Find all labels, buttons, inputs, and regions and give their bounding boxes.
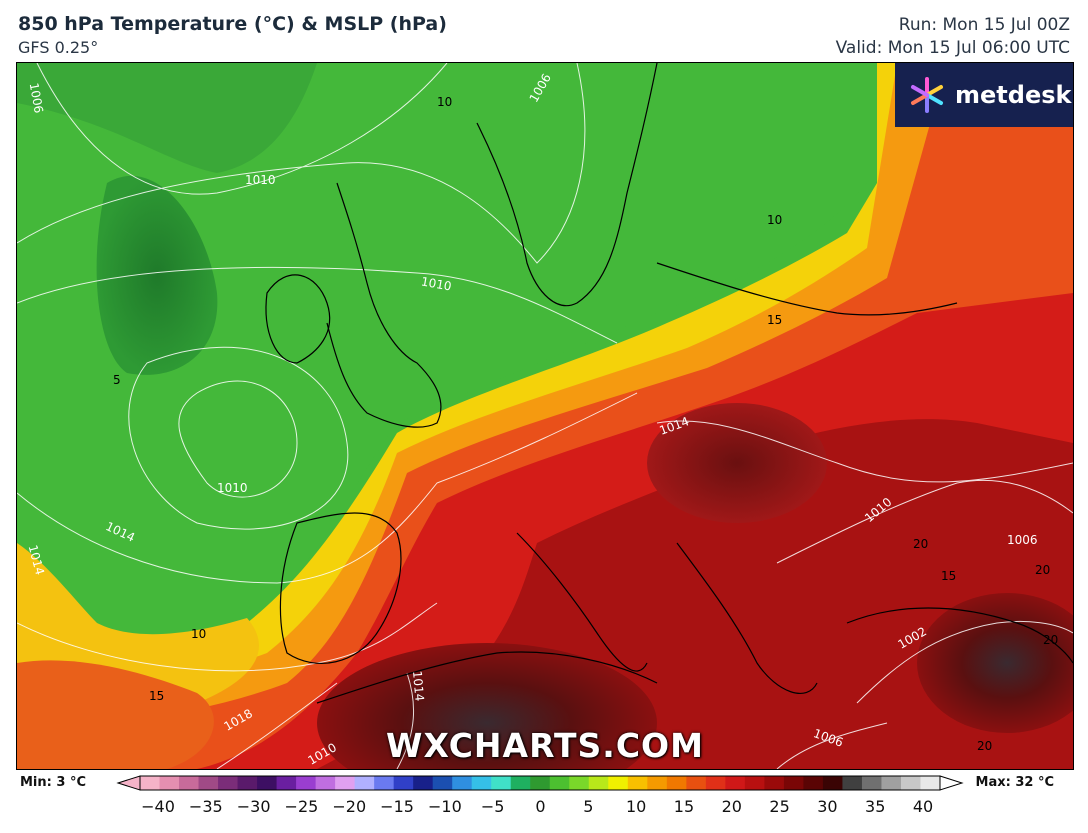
colorbar-tick-label: 25 xyxy=(769,797,790,816)
colorbar-swatch xyxy=(900,776,921,790)
valid-time: Valid: Mon 15 Jul 06:00 UTC xyxy=(835,38,1070,58)
colorbar-swatch xyxy=(842,776,863,790)
temperature-label: 15 xyxy=(941,569,957,583)
colorbar-swatch xyxy=(666,776,687,790)
weather-map: metdesk 1006 1010 1010 1006 1014 1014 10… xyxy=(16,62,1074,770)
colorbar-swatch xyxy=(159,776,180,790)
colorbar-tick-label: −40 xyxy=(141,797,175,816)
colorbar-swatch xyxy=(861,776,882,790)
colorbar-swatch xyxy=(413,776,434,790)
metdesk-logo: metdesk xyxy=(895,63,1073,127)
colorbar-swatch xyxy=(569,776,590,790)
colorbar-frame xyxy=(139,775,941,791)
colorbar-tick-label: 0 xyxy=(535,797,546,816)
metdesk-logo-icon xyxy=(911,77,943,113)
colorbar-swatch xyxy=(276,776,297,790)
colorbar-tick-label: −35 xyxy=(188,797,223,816)
colorbar-swatch xyxy=(491,776,512,790)
colorbar-swatch xyxy=(198,776,219,790)
colorbar-swatch xyxy=(179,776,200,790)
colorbar-tick-label: −30 xyxy=(236,797,271,816)
colorbar-swatch xyxy=(530,776,551,790)
temperature-label: 20 xyxy=(977,739,993,753)
colorbar-swatch xyxy=(783,776,804,790)
colorbar-swatch xyxy=(237,776,258,790)
colorbar-swatch xyxy=(647,776,668,790)
colorbar-swatch xyxy=(822,776,843,790)
colorbar-swatch xyxy=(218,776,239,790)
model-label: GFS 0.25° xyxy=(18,38,99,57)
colorbar-swatch xyxy=(608,776,629,790)
colorbar-min-arrow xyxy=(116,775,141,791)
colorbar-tick-label: 20 xyxy=(721,797,742,816)
colorbar-tick-label: 15 xyxy=(673,797,695,816)
colorbar-swatch xyxy=(920,776,941,790)
colorbar-swatch xyxy=(549,776,570,790)
run-time: Run: Mon 15 Jul 00Z xyxy=(898,15,1070,35)
colorbar-tick-label: −5 xyxy=(480,797,505,816)
temperature-label: 5 xyxy=(113,373,121,387)
colorbar-swatch xyxy=(393,776,414,790)
temperature-field xyxy=(17,63,1073,769)
colorbar-swatch xyxy=(140,776,161,790)
temperature-label: 20 xyxy=(1043,633,1059,647)
chart-title: 850 hPa Temperature (°C) & MSLP (hPa) xyxy=(18,13,447,35)
colorbar-tick-label: −20 xyxy=(332,797,367,816)
colorbar-swatch xyxy=(315,776,336,790)
colorbar-swatch xyxy=(803,776,824,790)
isobar-label: 1014 xyxy=(409,670,427,702)
colorbar-swatch xyxy=(471,776,492,790)
min-label: Min: 3 °C xyxy=(20,775,86,790)
colorbar-swatch xyxy=(764,776,785,790)
colorbar-tick-label: 30 xyxy=(817,797,838,816)
colorbar-swatch xyxy=(881,776,902,790)
colorbar-swatch xyxy=(335,776,356,790)
colorbar-swatch xyxy=(686,776,707,790)
colorbar-swatch xyxy=(725,776,746,790)
colorbar-swatch xyxy=(354,776,375,790)
temperature-label: 20 xyxy=(1035,563,1051,577)
max-label: Max: 32 °C xyxy=(975,775,1054,790)
colorbar xyxy=(116,775,964,791)
colorbar-tick-label: −25 xyxy=(284,797,319,816)
colorbar-tick-label: 10 xyxy=(625,797,647,816)
temperature-label: 20 xyxy=(913,537,929,551)
colorbar-ticks: −40 −35 −30 −25 −20 −15 −10 −5 0 5 10 15 20 25 30 35 40 xyxy=(0,797,1088,819)
colorbar-swatch xyxy=(627,776,648,790)
temperature-label: 10 xyxy=(191,627,207,641)
watermark: WXCHARTS.COM xyxy=(386,726,704,765)
temperature-label: 10 xyxy=(437,95,453,109)
temperature-label: 15 xyxy=(149,689,165,703)
isobar-label: 1006 xyxy=(1007,533,1038,547)
colorbar-tick-label: −15 xyxy=(380,797,414,816)
isobar-label: 1010 xyxy=(245,173,276,187)
colorbar-swatch xyxy=(374,776,395,790)
colorbar-swatch xyxy=(452,776,473,790)
temperature-label: 15 xyxy=(767,313,783,327)
colorbar-swatch xyxy=(705,776,726,790)
colorbar-swatch xyxy=(296,776,317,790)
colorbar-tick-label: 35 xyxy=(865,797,886,816)
colorbar-tick-label: 40 xyxy=(912,797,934,816)
colorbar-tick-label: −10 xyxy=(427,797,462,816)
colorbar-max-arrow xyxy=(939,775,964,791)
colorbar-swatch xyxy=(257,776,278,790)
colorbar-swatch xyxy=(432,776,453,790)
isobar-label: 1010 xyxy=(217,481,248,495)
colorbar-swatch xyxy=(510,776,531,790)
temperature-label: 10 xyxy=(767,213,783,227)
metdesk-logo-text: metdesk xyxy=(955,81,1072,109)
colorbar-swatch xyxy=(744,776,765,790)
colorbar-tick-label: 5 xyxy=(583,797,594,816)
colorbar-swatch xyxy=(588,776,609,790)
